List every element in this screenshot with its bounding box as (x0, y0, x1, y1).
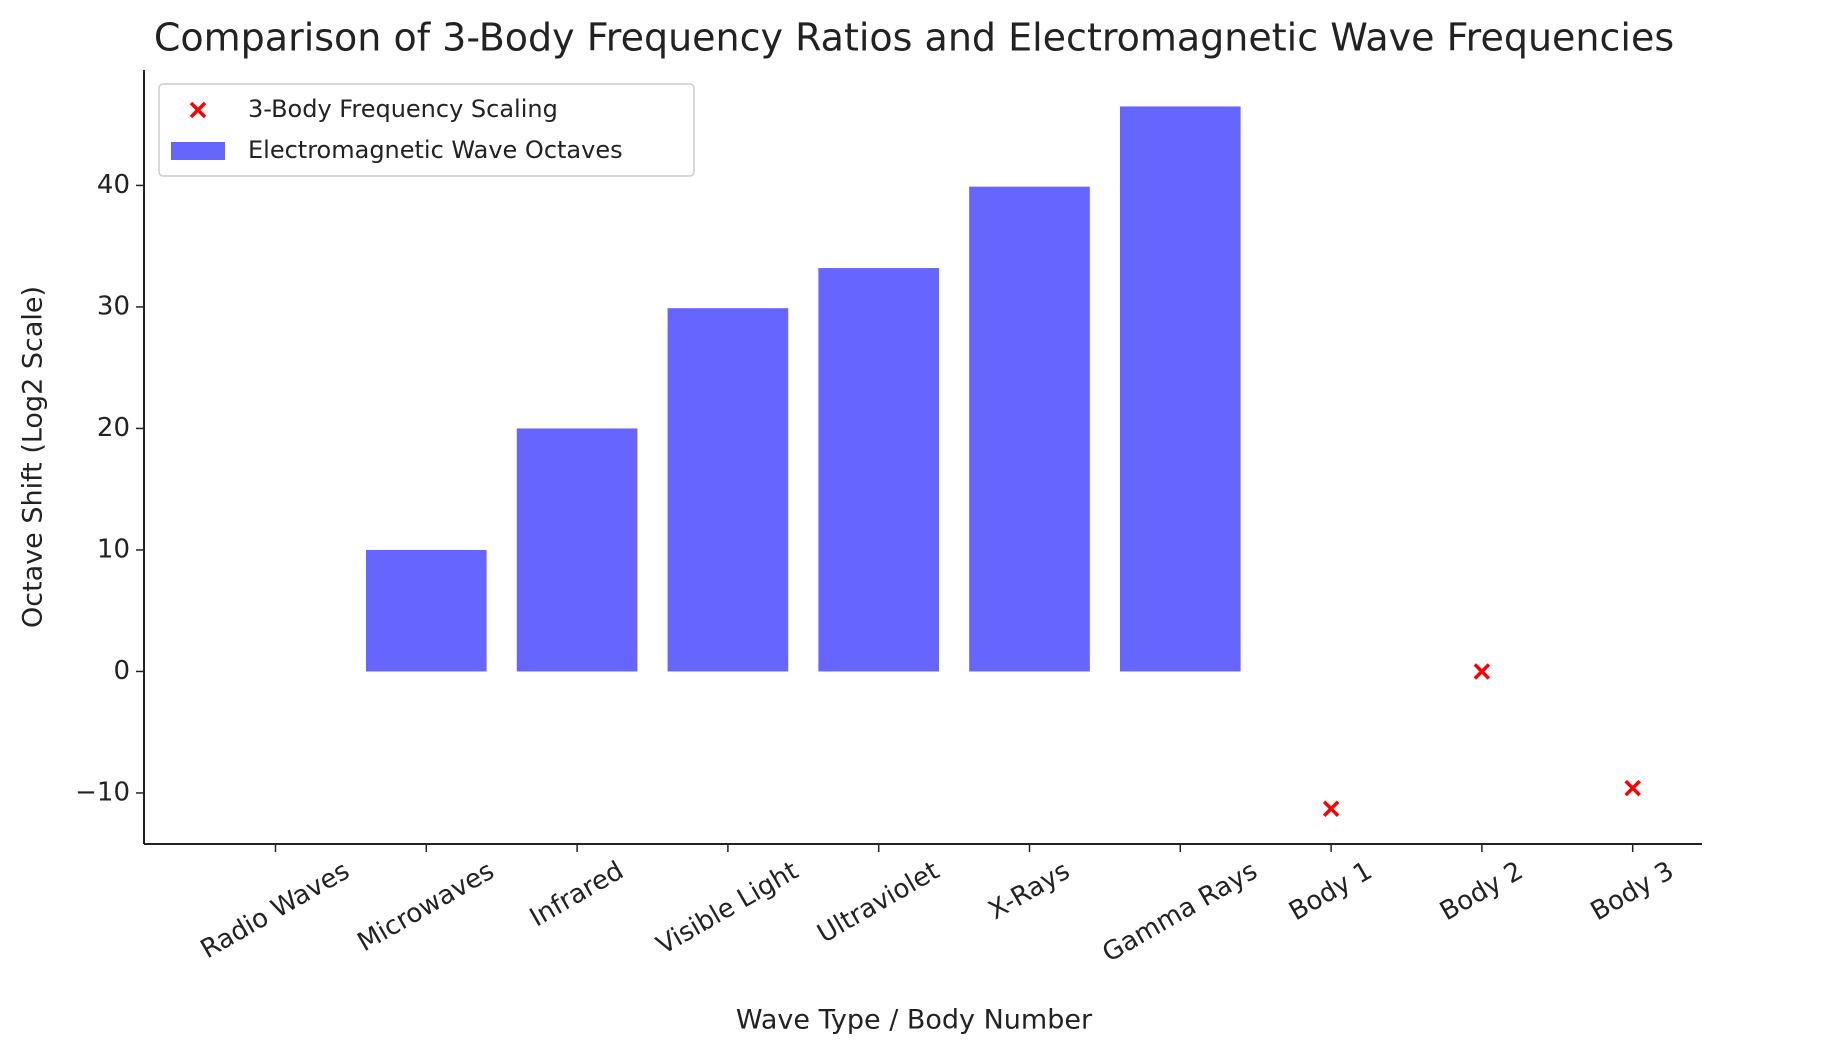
y-tick-label: −10 (75, 777, 130, 807)
legend: 3-Body Frequency Scaling Electromagnetic … (158, 83, 695, 177)
x-tick-label: Ultraviolet (812, 856, 944, 949)
x-tick-label: Visible Light (652, 856, 804, 961)
x-tick-label: Body 2 (1435, 856, 1528, 927)
y-tick-label: 0 (113, 656, 130, 686)
bar (516, 428, 638, 672)
legend-label: 3-Body Frequency Scaling (248, 95, 558, 123)
bar (969, 186, 1090, 672)
x-tick-label: Infrared (525, 856, 629, 933)
x-tick-label: X-Rays (984, 856, 1075, 926)
x-tick-label: Body 3 (1586, 856, 1679, 927)
bar (1119, 106, 1241, 672)
legend-label: Electromagnetic Wave Octaves (248, 136, 623, 164)
x-tick-label: Radio Waves (196, 856, 355, 965)
y-tick-label: 30 (97, 291, 130, 321)
x-tick-label: Body 1 (1284, 856, 1377, 927)
x-tick-label: Gamma Rays (1098, 856, 1263, 969)
y-tick-label: 10 (97, 534, 130, 564)
legend-box (158, 83, 695, 177)
y-tick-label: 40 (97, 170, 130, 200)
scatter-point (1473, 663, 1491, 680)
bar (667, 308, 789, 672)
scatter-point (1322, 800, 1340, 818)
y-axis-label: Octave Shift (Log2 Scale) (18, 286, 49, 628)
legend-marker (189, 101, 207, 119)
legend-swatch (171, 142, 225, 160)
bar (365, 549, 487, 672)
chart-title: Comparison of 3-Body Frequency Ratios an… (154, 16, 1674, 60)
x-axis-label: Wave Type / Body Number (736, 1005, 1093, 1036)
scatter-point (1624, 779, 1641, 797)
y-tick-label: 20 (97, 413, 130, 443)
x-tick-label: Microwaves (353, 856, 500, 958)
bar (818, 268, 940, 672)
